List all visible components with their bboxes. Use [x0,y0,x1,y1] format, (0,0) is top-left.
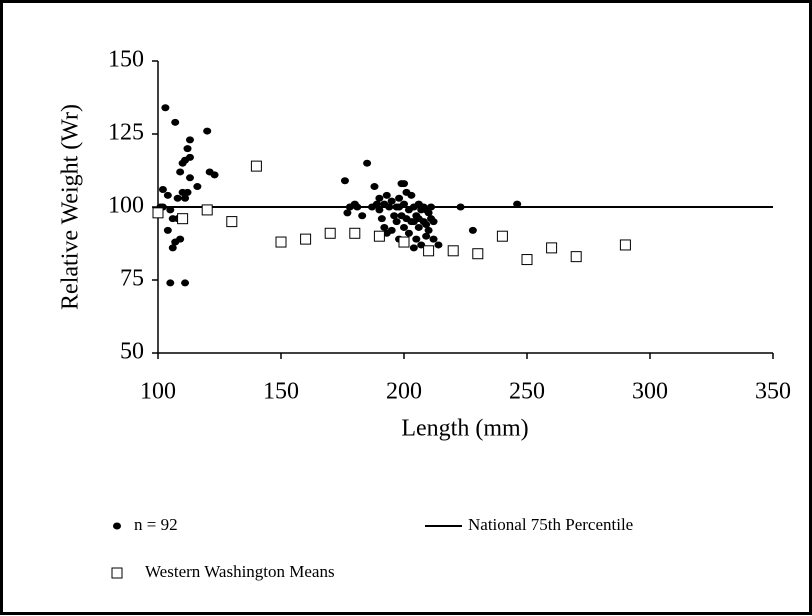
point [387,226,396,234]
point [185,174,194,182]
y-tick-label: 125 [108,120,144,146]
legend-symbol [113,522,121,530]
mean-marker [177,213,189,225]
mean-marker [570,251,582,263]
point [402,215,411,223]
point [429,235,438,243]
point [404,229,413,237]
x-axis-label: Length (mm) [401,416,528,442]
mean-marker [546,242,558,254]
point [375,206,384,214]
point [380,200,389,208]
point [395,194,404,202]
point [340,177,349,185]
point [163,191,172,199]
point [173,194,182,202]
point [380,223,389,231]
point [414,223,423,231]
point [166,279,175,287]
legend-symbol [111,567,123,579]
point [422,221,431,229]
point [176,168,185,176]
point [412,235,421,243]
mean-marker [349,227,361,239]
point [358,212,367,220]
y-tick-label: 150 [108,47,144,73]
x-tick-label: 150 [263,379,299,405]
mean-marker [521,254,533,266]
x-tick-label: 250 [509,379,545,405]
x-tick-label: 100 [140,379,176,405]
point [183,188,192,196]
point [377,215,386,223]
point [434,241,443,249]
point [429,218,438,226]
point [375,194,384,202]
point [181,194,190,202]
mean-marker [472,248,484,260]
point [161,104,170,112]
point [363,159,372,167]
legend-label: Western Washington Means [145,562,335,581]
legend-label: n = 92 [134,515,178,534]
point [210,171,219,179]
point [181,279,190,287]
point [171,118,180,126]
mean-marker [226,216,238,228]
legend-label: National 75th Percentile [468,515,633,534]
mean-marker [423,245,435,257]
point [414,215,423,223]
mean-marker [398,236,410,248]
y-tick-label: 50 [120,339,144,365]
mean-marker [373,230,385,242]
point [382,191,391,199]
mean-marker [152,207,164,219]
point [422,232,431,240]
point [468,226,477,234]
mean-marker [250,160,262,172]
point [424,226,433,234]
point [166,206,175,214]
point [513,200,522,208]
point [193,183,202,191]
y-axis-label: Relative Weight (Wr) [58,104,84,310]
y-tick-label: 100 [108,193,144,219]
mean-marker [496,230,508,242]
point [185,153,194,161]
point [203,127,212,135]
x-tick-label: 350 [755,379,791,405]
mean-marker [300,233,312,245]
point [400,180,408,188]
mean-marker [201,204,213,216]
x-tick-label: 200 [386,379,422,405]
mean-marker [324,227,336,239]
point [409,244,418,252]
point [163,226,172,234]
mean-marker [447,245,459,257]
point [183,145,192,153]
point [176,235,185,243]
y-tick-label: 75 [120,266,144,292]
point [185,136,194,144]
point [168,244,177,252]
point [407,191,416,199]
point [422,206,431,214]
mean-marker [275,236,287,248]
point [400,223,408,231]
x-tick-label: 300 [632,379,668,405]
point [343,209,352,217]
point [387,197,396,205]
point [392,218,401,226]
point [158,185,167,193]
mean-marker [619,239,631,251]
point [370,183,379,191]
point [390,212,399,220]
